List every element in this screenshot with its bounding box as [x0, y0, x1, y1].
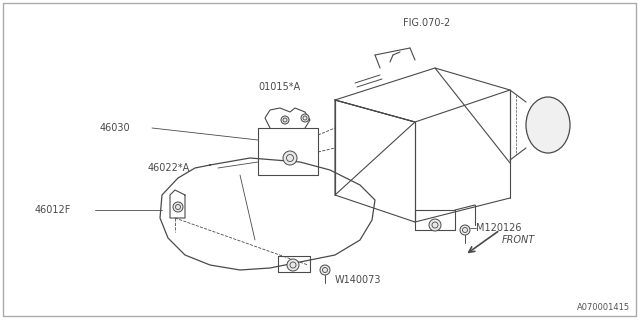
Text: 46012F: 46012F — [35, 205, 72, 215]
Circle shape — [283, 151, 297, 165]
Text: 46022*A: 46022*A — [148, 163, 190, 173]
Text: A070001415: A070001415 — [577, 303, 630, 312]
Circle shape — [173, 202, 183, 212]
Circle shape — [281, 116, 289, 124]
Text: 46030: 46030 — [100, 123, 131, 133]
Text: FRONT: FRONT — [502, 235, 535, 245]
Circle shape — [301, 114, 309, 122]
Text: W140073: W140073 — [335, 275, 381, 285]
Circle shape — [460, 225, 470, 235]
Circle shape — [287, 259, 299, 271]
Text: M120126: M120126 — [476, 223, 522, 233]
Text: FIG.070-2: FIG.070-2 — [403, 18, 451, 28]
Circle shape — [320, 265, 330, 275]
Text: 01015*A: 01015*A — [258, 82, 300, 92]
Circle shape — [429, 219, 441, 231]
Ellipse shape — [526, 97, 570, 153]
